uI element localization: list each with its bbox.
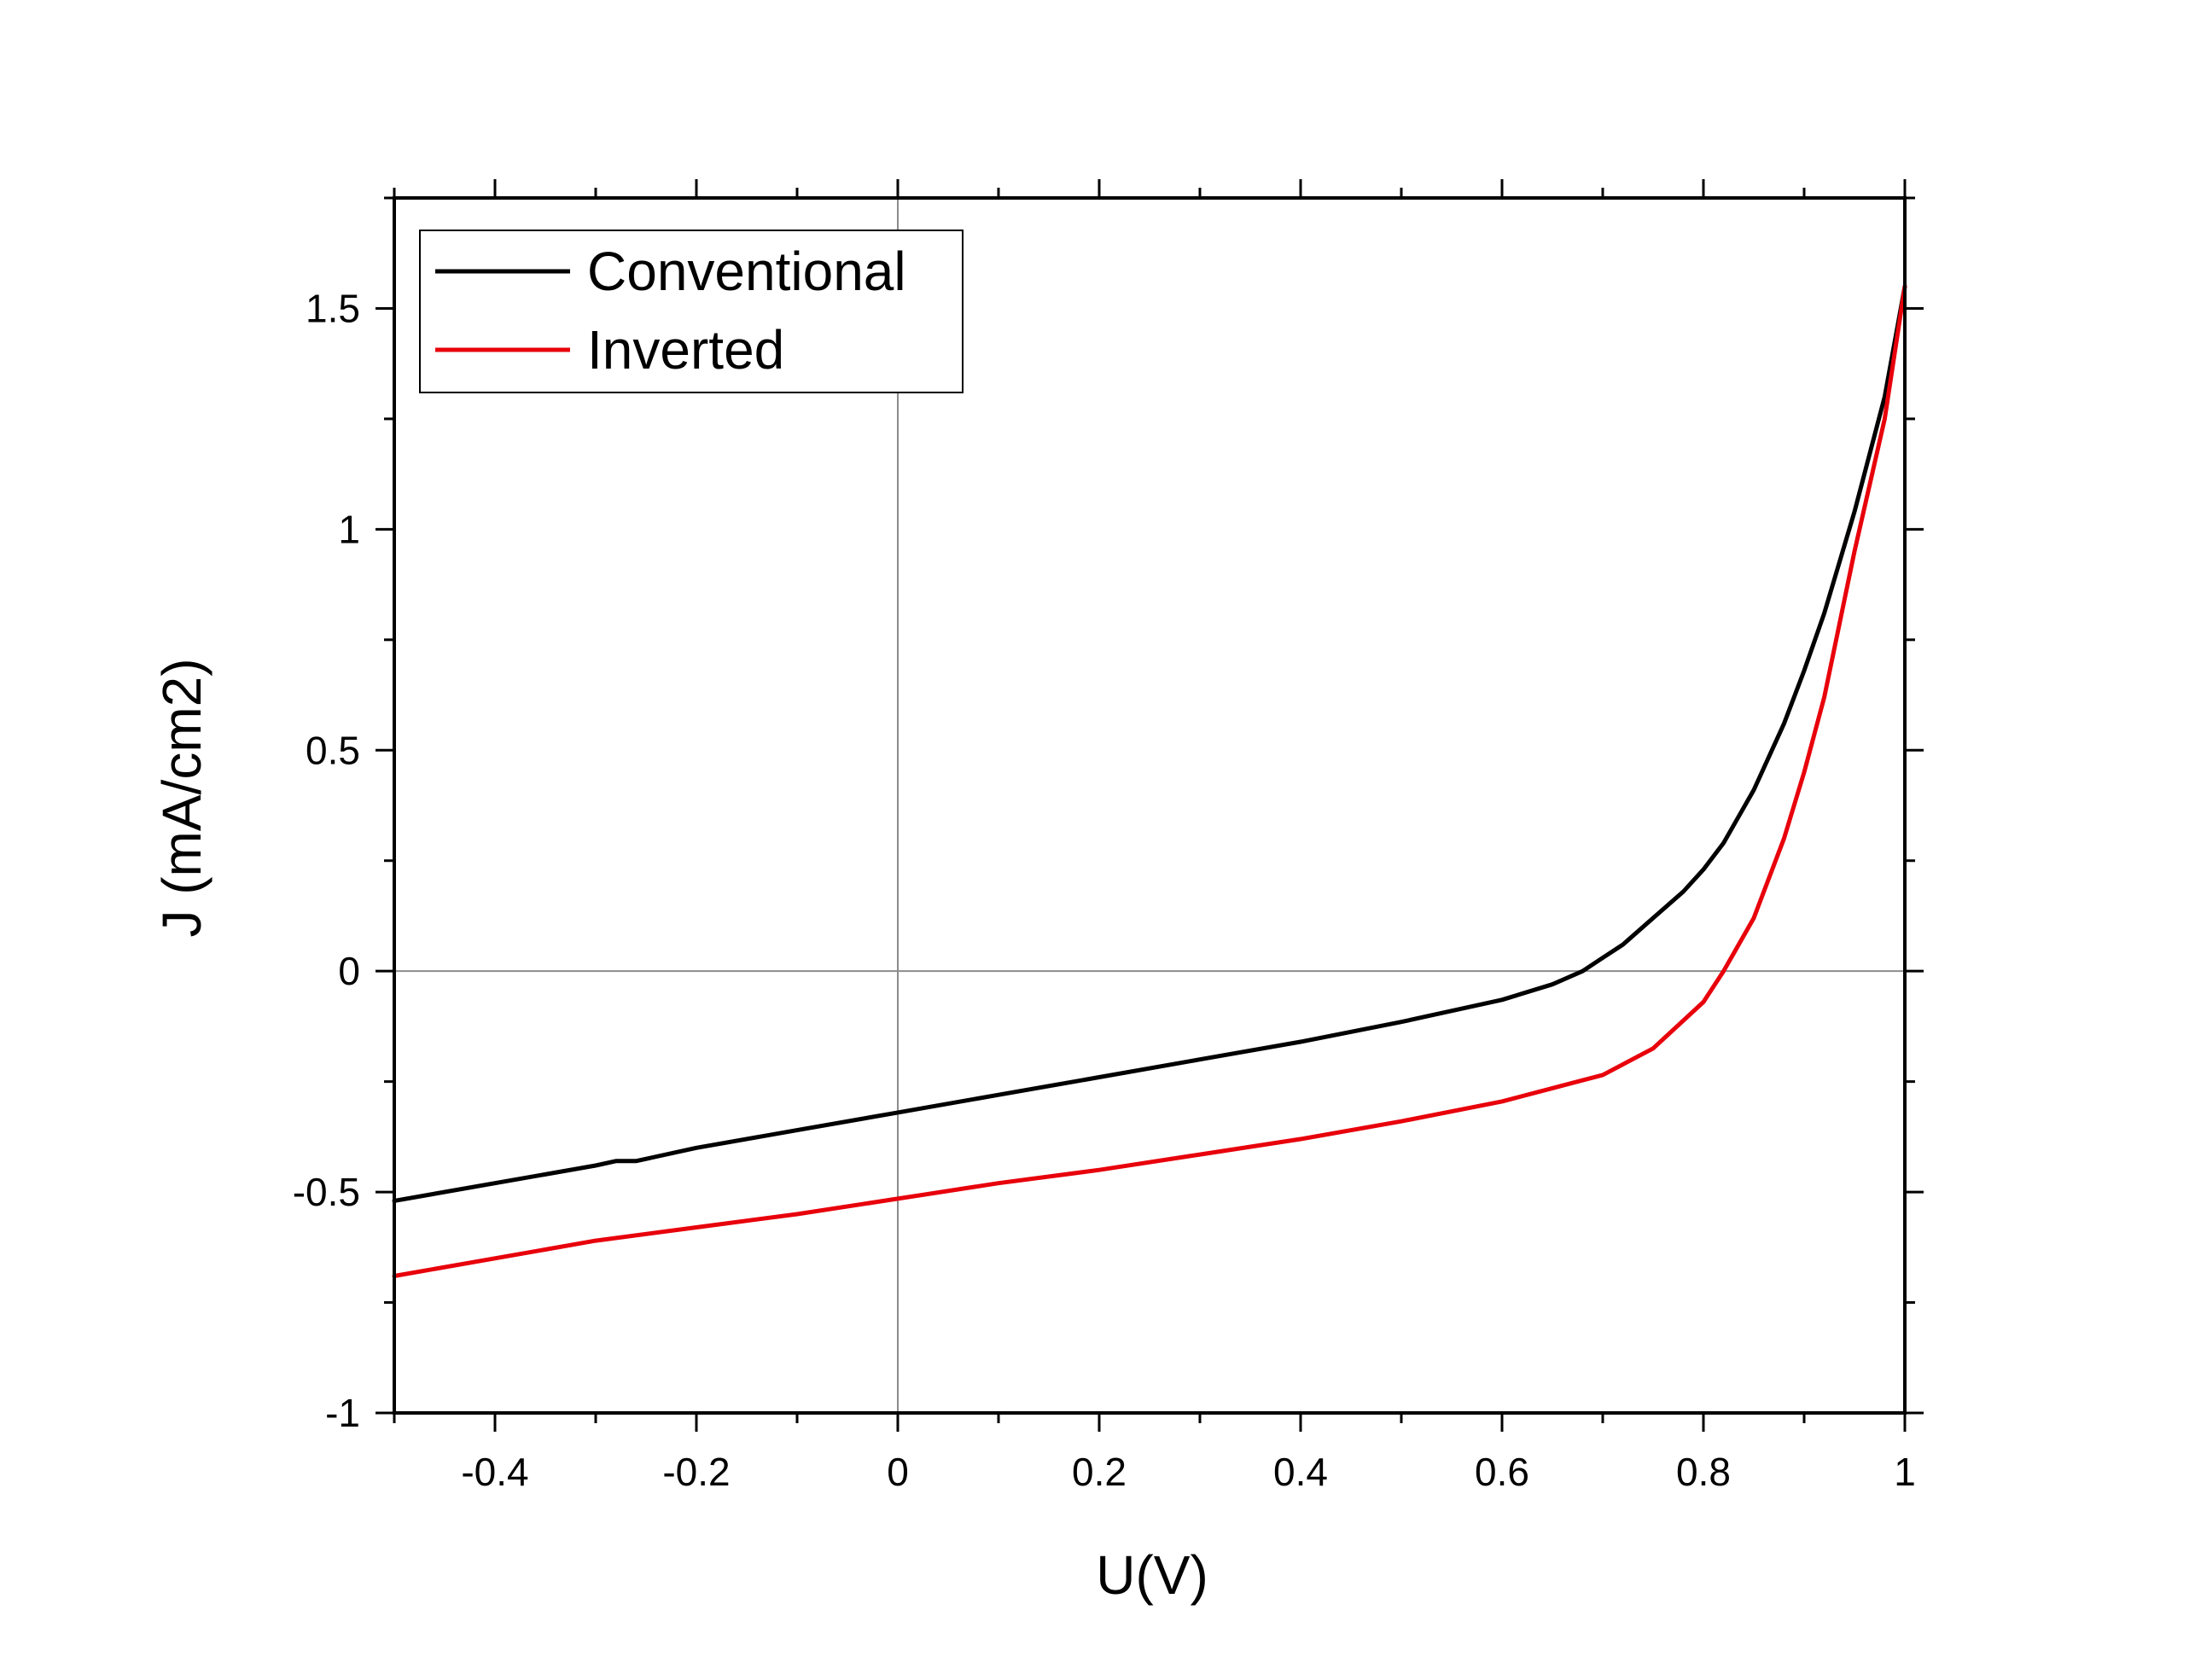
- y-tick-label: 0.5: [306, 728, 360, 772]
- y-tick-label: 1.5: [306, 286, 360, 330]
- x-tick-label: -0.2: [662, 1450, 730, 1494]
- y-axis-title: J (mA/cm2): [151, 658, 213, 937]
- x-tick-label: 0.2: [1072, 1450, 1127, 1494]
- series-line-conventional: [392, 284, 1907, 1203]
- zero-lines: [394, 198, 1905, 1413]
- plot-frame: [393, 196, 1907, 1415]
- legend-label-conventional: Conventional: [587, 241, 906, 302]
- y-tick-label: -0.5: [293, 1170, 360, 1214]
- y-axis-ticks: -1 -0.5 0 0.5 1 1.5: [293, 196, 1924, 1435]
- x-tick-label: -0.4: [461, 1450, 528, 1494]
- series-line-inverted: [392, 284, 1907, 1278]
- series-layer: [392, 284, 1907, 1278]
- x-tick-label: 0.8: [1676, 1450, 1731, 1494]
- x-tick-label: 0.6: [1475, 1450, 1529, 1494]
- x-axis-title: U(V): [1096, 1544, 1208, 1606]
- x-tick-label: 0.4: [1273, 1450, 1328, 1494]
- x-axis-ticks: -0.4 -0.2 0 0.2 0.4 0.6 0.8 1: [393, 179, 1916, 1494]
- x-tick-label: 1: [1894, 1450, 1916, 1494]
- legend: Conventional Inverted: [419, 230, 964, 393]
- legend-box: [419, 230, 964, 393]
- legend-label-inverted: Inverted: [587, 319, 784, 381]
- x-tick-label: 0: [887, 1450, 909, 1494]
- y-tick-label: 0: [338, 949, 360, 993]
- y-tick-label: -1: [325, 1391, 360, 1435]
- y-tick-label: 1: [338, 507, 360, 551]
